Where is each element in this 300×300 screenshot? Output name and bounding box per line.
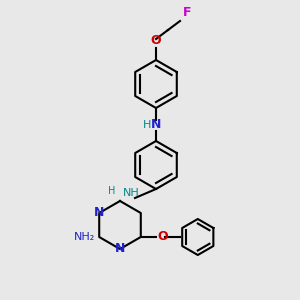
Text: NH₂: NH₂	[74, 232, 95, 242]
Text: N: N	[94, 206, 104, 220]
Text: O: O	[157, 230, 168, 244]
Text: N: N	[115, 242, 125, 256]
Text: H: H	[108, 187, 116, 196]
Text: H: H	[143, 119, 152, 130]
Text: O: O	[151, 34, 161, 46]
Text: N: N	[151, 118, 161, 131]
Text: F: F	[183, 7, 191, 20]
Text: NH: NH	[123, 188, 140, 198]
